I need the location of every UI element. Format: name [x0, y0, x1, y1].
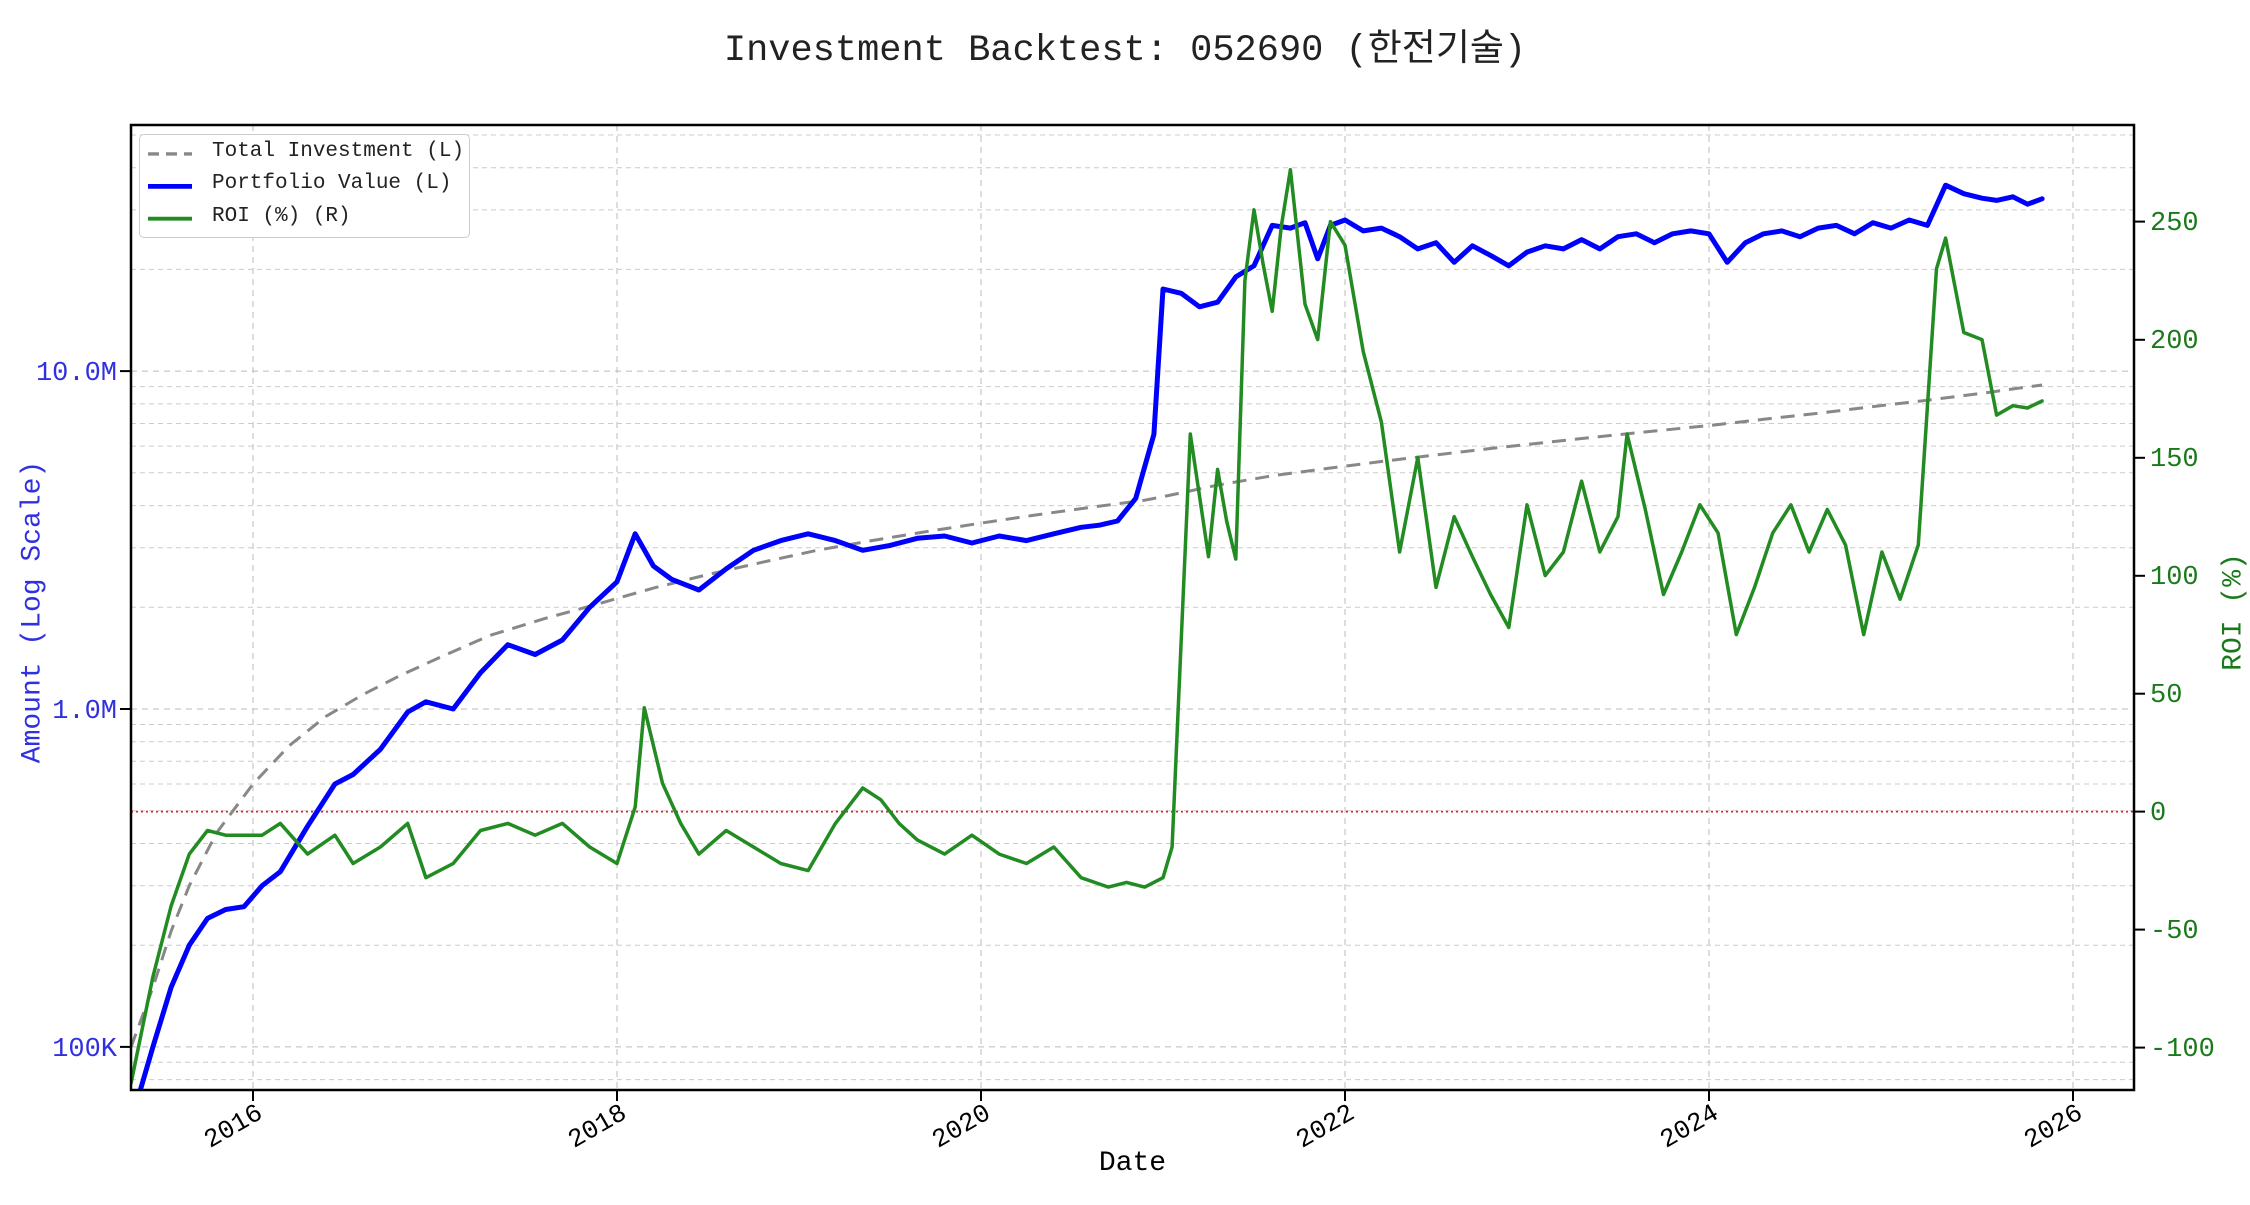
- svg-text:-100: -100: [2150, 1035, 2215, 1065]
- svg-text:100: 100: [2150, 563, 2199, 593]
- svg-text:150: 150: [2150, 445, 2199, 475]
- svg-text:100K: 100K: [52, 1035, 118, 1065]
- svg-text:10.0M: 10.0M: [36, 359, 117, 389]
- svg-text:250: 250: [2150, 209, 2199, 239]
- svg-text:0: 0: [2150, 799, 2166, 829]
- svg-text:200: 200: [2150, 327, 2199, 357]
- svg-text:-50: -50: [2150, 917, 2199, 947]
- svg-text:50: 50: [2150, 681, 2182, 711]
- svg-text:1.0M: 1.0M: [52, 697, 117, 727]
